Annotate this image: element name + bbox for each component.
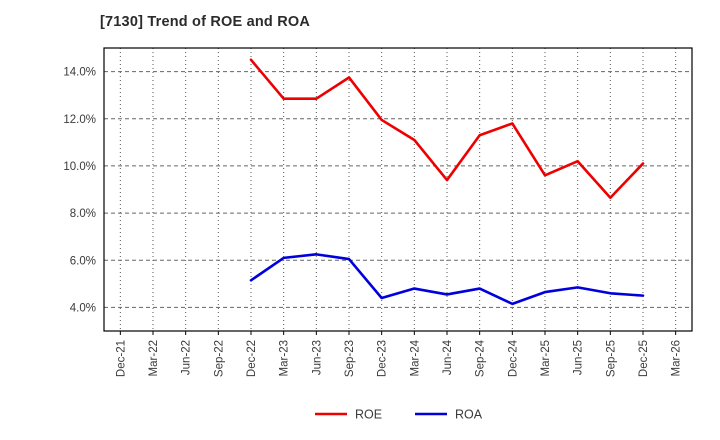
legend-label-roa: ROA <box>455 408 483 422</box>
gridlines <box>104 48 692 331</box>
plot-border <box>103 47 693 332</box>
y-axis-tick-labels: 4.0% 6.0% 8.0% 10.0% 12.0% 14.0% <box>63 67 96 315</box>
x-tick-label: Jun-24 <box>442 339 454 375</box>
x-tick-label: Dec-25 <box>638 340 650 377</box>
y-tick-label: 4.0% <box>70 302 96 314</box>
series-line-roa <box>249 253 645 306</box>
x-tick-label: Jun-22 <box>181 340 193 375</box>
y-tick-label: 14.0% <box>63 67 96 79</box>
legend-label-roe: ROE <box>355 408 382 422</box>
x-tick-label: Dec-22 <box>246 340 258 377</box>
plot-frame <box>103 47 693 332</box>
series-line-roe <box>249 58 645 200</box>
x-tick-label: Dec-24 <box>507 339 519 377</box>
x-tick-label: Sep-24 <box>475 339 487 377</box>
y-tick-label: 6.0% <box>70 255 96 267</box>
x-tick-label: Sep-22 <box>213 340 225 377</box>
x-tick-label: Jun-25 <box>573 340 585 375</box>
chart-title: [7130] Trend of ROE and ROA <box>100 14 311 30</box>
x-axis-ticks <box>119 331 677 335</box>
x-tick-label: Dec-21 <box>115 340 127 377</box>
x-tick-label: Jun-23 <box>311 340 323 375</box>
x-tick-label: Mar-22 <box>148 340 160 376</box>
series-lines <box>249 58 645 306</box>
x-axis-tick-labels: Dec-21 Mar-22 Jun-22 Sep-22 Dec-22 Mar-23 Jun-… <box>115 339 682 377</box>
y-tick-label: 10.0% <box>63 161 96 173</box>
x-tick-label: Sep-23 <box>344 340 356 377</box>
x-tick-label: Mar-24 <box>409 339 421 376</box>
x-tick-label: Mar-23 <box>279 340 291 376</box>
y-tick-label: 8.0% <box>70 208 96 220</box>
x-tick-label: Sep-25 <box>605 340 617 377</box>
x-tick-label: Mar-26 <box>671 340 683 376</box>
x-tick-label: Mar-25 <box>540 340 552 376</box>
y-tick-label: 12.0% <box>63 114 96 126</box>
chart-legend: ROE ROA <box>315 408 483 422</box>
x-tick-label: Dec-23 <box>377 340 389 377</box>
